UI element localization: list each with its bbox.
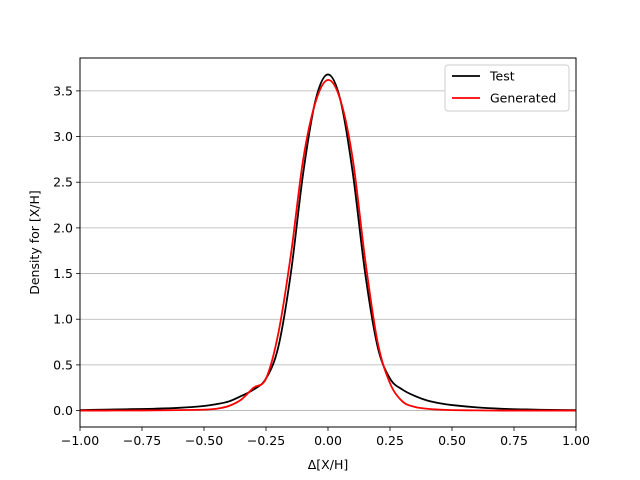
x-tick-label: 0.00: [314, 433, 342, 448]
y-tick-label: 1.0: [53, 312, 73, 327]
x-axis-ticks: −1.00 −0.75 −0.50 −0.25 0.00 0.25 0.50 0.75 1.00: [61, 427, 590, 448]
y-axis-label: Density for [X/H]: [27, 190, 42, 295]
y-tick-label: 3.0: [53, 129, 73, 144]
x-tick-label: 0.75: [500, 433, 528, 448]
y-tick-label: 0.0: [53, 403, 73, 418]
y-tick-label: 2.5: [53, 175, 73, 190]
x-tick-label: 1.00: [562, 433, 590, 448]
series-lines: [79, 73, 577, 412]
x-axis-label: Δ[X/H]: [308, 457, 348, 472]
x-tick-label: −0.75: [123, 433, 161, 448]
x-tick-label: −1.00: [61, 433, 99, 448]
y-tick-label: 3.5: [53, 83, 73, 98]
legend: Test Generated: [444, 64, 570, 112]
x-tick-label: 0.50: [438, 433, 466, 448]
series-line-test: [79, 73, 577, 411]
x-tick-label: 0.25: [376, 433, 404, 448]
y-tick-label: 0.5: [53, 357, 73, 372]
y-tick-label: 1.5: [53, 266, 73, 281]
legend-label-generated: Generated: [490, 91, 556, 106]
legend-label-test: Test: [489, 69, 515, 84]
x-tick-label: −0.25: [247, 433, 285, 448]
x-tick-label: −0.50: [185, 433, 223, 448]
series-line-generated: [79, 79, 576, 412]
y-axis-ticks: 0.0 0.5 1.0 1.5 2.0 2.5 3.0 3.5: [53, 83, 80, 418]
y-tick-label: 2.0: [53, 220, 73, 235]
